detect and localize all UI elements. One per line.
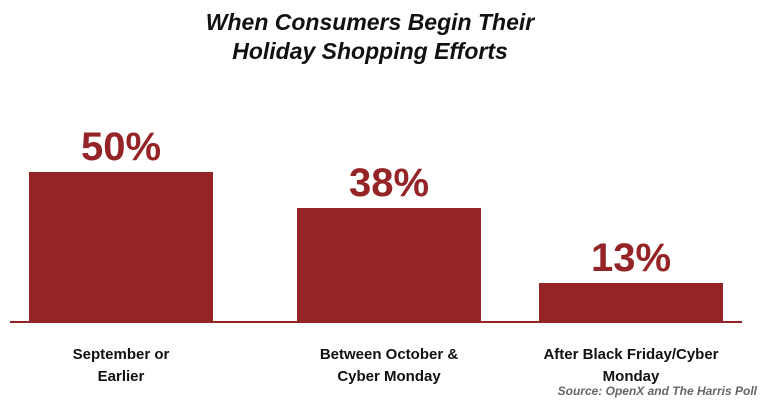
bar bbox=[29, 172, 213, 322]
chart-title: When Consumers Begin Their bbox=[205, 9, 535, 35]
x-tick-label: After Black Friday/Cyber Monday bbox=[543, 346, 719, 385]
value-label: 38% bbox=[349, 161, 429, 205]
value-label: 13% bbox=[591, 236, 671, 280]
x-tick-label: Between October & Cyber Monday bbox=[319, 346, 459, 385]
source-note: Source: OpenX and The Harris Poll bbox=[557, 384, 757, 398]
value-label: 50% bbox=[81, 125, 161, 169]
bar bbox=[539, 283, 723, 322]
x-tick-label: September or Earlier bbox=[72, 346, 170, 385]
chart-title: Holiday Shopping Efforts bbox=[232, 38, 508, 64]
bar bbox=[297, 208, 481, 322]
